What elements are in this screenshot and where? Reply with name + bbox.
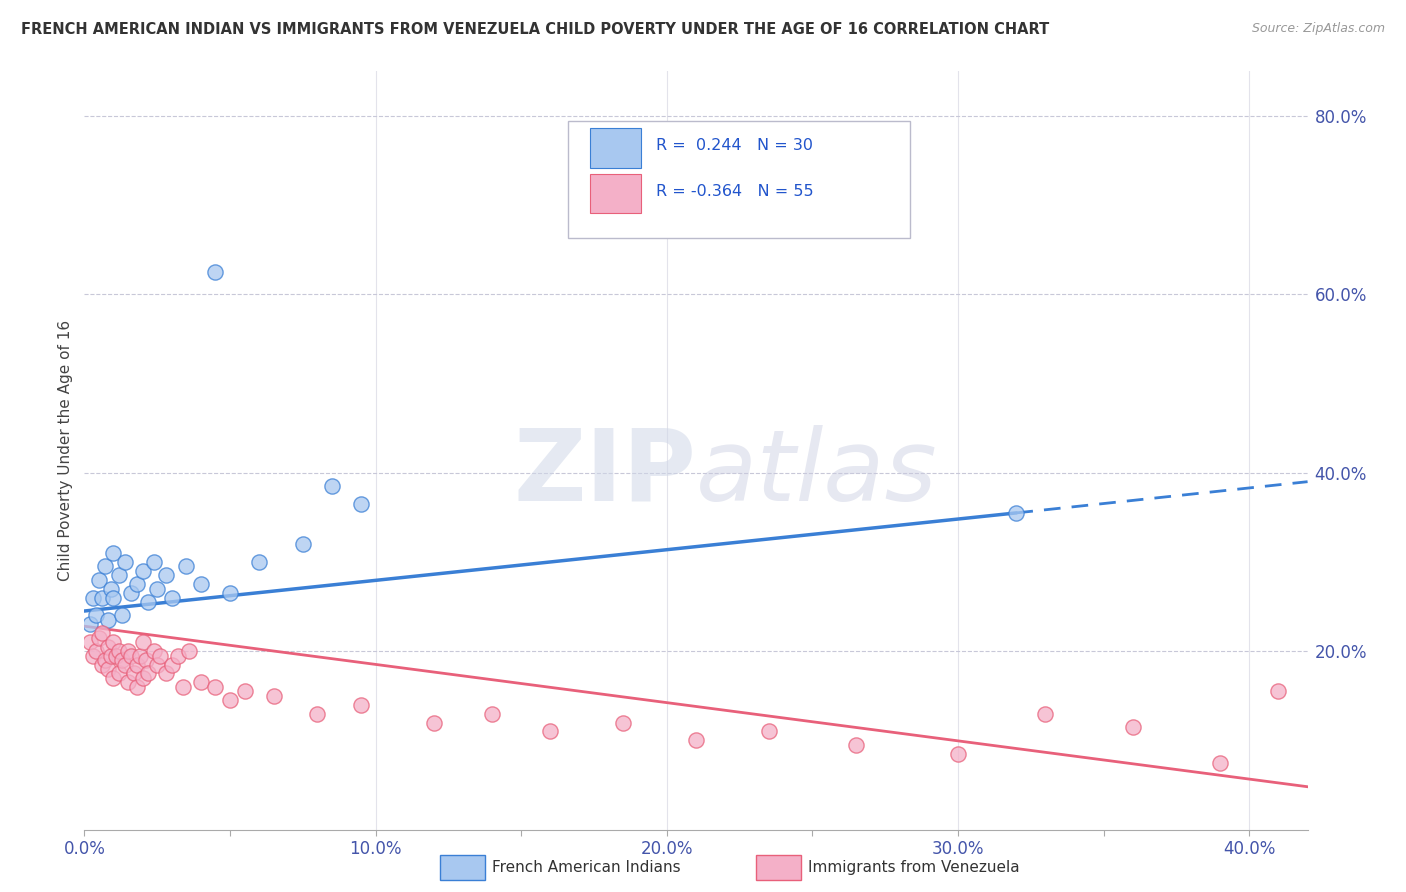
Point [321, 479, 343, 493]
Point [160, 657, 183, 672]
Point [105, 648, 128, 663]
Point [1005, 506, 1028, 520]
Point [350, 497, 373, 511]
Point [90, 657, 112, 672]
Point [350, 698, 373, 712]
Text: R =  0.244   N = 30: R = 0.244 N = 30 [655, 138, 813, 153]
Point [93, 559, 115, 574]
Point [219, 693, 242, 707]
Point [135, 653, 157, 667]
Point [117, 675, 139, 690]
Point [87, 631, 110, 645]
Point [143, 555, 166, 569]
Point [90, 591, 112, 605]
Text: French American Indians: French American Indians [492, 860, 681, 874]
Point [219, 586, 242, 600]
Point [204, 265, 226, 279]
Point [160, 591, 183, 605]
Point [538, 724, 561, 739]
Point [233, 684, 256, 698]
Point [108, 666, 131, 681]
Point [946, 747, 969, 761]
Point [174, 559, 197, 574]
Point [481, 706, 503, 721]
Point [90, 626, 112, 640]
Point [100, 648, 122, 663]
Point [111, 608, 134, 623]
Point [79, 617, 101, 632]
Point [97, 640, 120, 654]
Point [166, 648, 188, 663]
Text: Immigrants from Venezuela: Immigrants from Venezuela [808, 860, 1021, 874]
Point [97, 613, 120, 627]
Point [117, 644, 139, 658]
Point [146, 582, 169, 596]
Point [291, 537, 314, 551]
Point [263, 689, 285, 703]
Point [125, 577, 148, 591]
Point [179, 644, 201, 658]
Point [758, 724, 780, 739]
Point [114, 555, 136, 569]
Point [155, 568, 177, 582]
Point [108, 644, 131, 658]
FancyBboxPatch shape [589, 128, 641, 168]
Point [122, 666, 145, 681]
Y-axis label: Child Poverty Under the Age of 16: Child Poverty Under the Age of 16 [58, 320, 73, 581]
Point [103, 671, 125, 685]
Point [131, 635, 153, 649]
FancyBboxPatch shape [568, 120, 910, 238]
Point [1267, 684, 1289, 698]
Point [87, 573, 110, 587]
Point [82, 648, 104, 663]
Point [155, 666, 177, 681]
Point [1035, 706, 1057, 721]
Point [120, 648, 142, 663]
Point [204, 680, 226, 694]
Point [190, 675, 212, 690]
Text: ZIP: ZIP [513, 425, 696, 522]
Point [612, 715, 634, 730]
Point [138, 595, 160, 609]
Point [423, 715, 446, 730]
Text: R = -0.364   N = 55: R = -0.364 N = 55 [655, 184, 813, 199]
Point [108, 568, 131, 582]
Point [125, 680, 148, 694]
Point [93, 653, 115, 667]
Point [111, 653, 134, 667]
Point [172, 680, 194, 694]
Point [103, 591, 125, 605]
Point [1209, 756, 1232, 770]
Text: atlas: atlas [696, 425, 938, 522]
Point [685, 733, 707, 747]
Point [84, 644, 107, 658]
Point [131, 671, 153, 685]
Point [247, 555, 270, 569]
Point [120, 586, 142, 600]
Point [128, 648, 150, 663]
Text: FRENCH AMERICAN INDIAN VS IMMIGRANTS FROM VENEZUELA CHILD POVERTY UNDER THE AGE : FRENCH AMERICAN INDIAN VS IMMIGRANTS FRO… [21, 22, 1049, 37]
FancyBboxPatch shape [589, 174, 641, 213]
Point [307, 706, 329, 721]
Point [103, 635, 125, 649]
Point [146, 657, 169, 672]
Point [1122, 720, 1144, 734]
Point [100, 582, 122, 596]
Point [149, 648, 172, 663]
Point [143, 644, 166, 658]
Point [125, 657, 148, 672]
Point [114, 657, 136, 672]
Point [190, 577, 212, 591]
Point [138, 666, 160, 681]
Text: Source: ZipAtlas.com: Source: ZipAtlas.com [1251, 22, 1385, 36]
Point [103, 546, 125, 560]
Point [79, 635, 101, 649]
Point [82, 591, 104, 605]
Point [97, 662, 120, 676]
Point [131, 564, 153, 578]
Point [84, 608, 107, 623]
Point [845, 738, 868, 752]
